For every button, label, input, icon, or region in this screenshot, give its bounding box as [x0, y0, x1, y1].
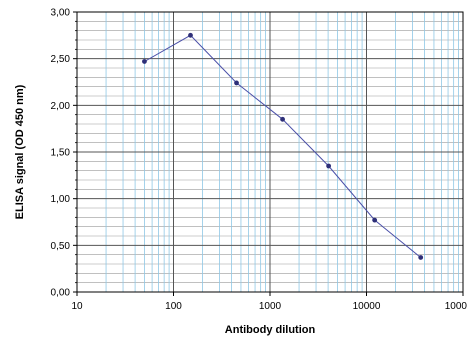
- data-series: [142, 32, 424, 260]
- y-tick-label: 1,50: [51, 148, 71, 159]
- series-line: [144, 34, 422, 258]
- x-axis-title: Antibody dilution: [225, 324, 316, 336]
- data-point: [234, 80, 239, 86]
- x-axis-ticks: 10 100 1000 10000 1000: [71, 292, 467, 312]
- y-tick-label: 2,50: [51, 54, 71, 65]
- x-tick-label: 1000: [445, 301, 468, 312]
- data-point: [188, 32, 193, 38]
- x-tick-label: 10000: [353, 301, 381, 312]
- data-point: [280, 116, 285, 122]
- data-point: [418, 255, 424, 260]
- major-grid: [77, 12, 463, 292]
- y-tick-label: 1,00: [51, 194, 71, 205]
- x-tick-label: 10: [71, 301, 83, 312]
- x-tick-label: 100: [165, 301, 182, 312]
- y-axis-ticks: 0,00 0,50 1,00 1,50 2,00 2,50 3,00: [51, 8, 77, 299]
- data-point: [142, 59, 147, 64]
- y-tick-label: 0,50: [51, 241, 71, 252]
- y-tick-label: 2,00: [51, 101, 71, 112]
- data-point: [372, 217, 378, 223]
- y-axis-title: ELISA signal (OD 450 nm): [14, 84, 26, 219]
- y-tick-label: 3,00: [51, 8, 71, 19]
- data-point: [326, 163, 332, 169]
- y-tick-label: 0,00: [51, 288, 71, 299]
- x-tick-label: 1000: [259, 301, 282, 312]
